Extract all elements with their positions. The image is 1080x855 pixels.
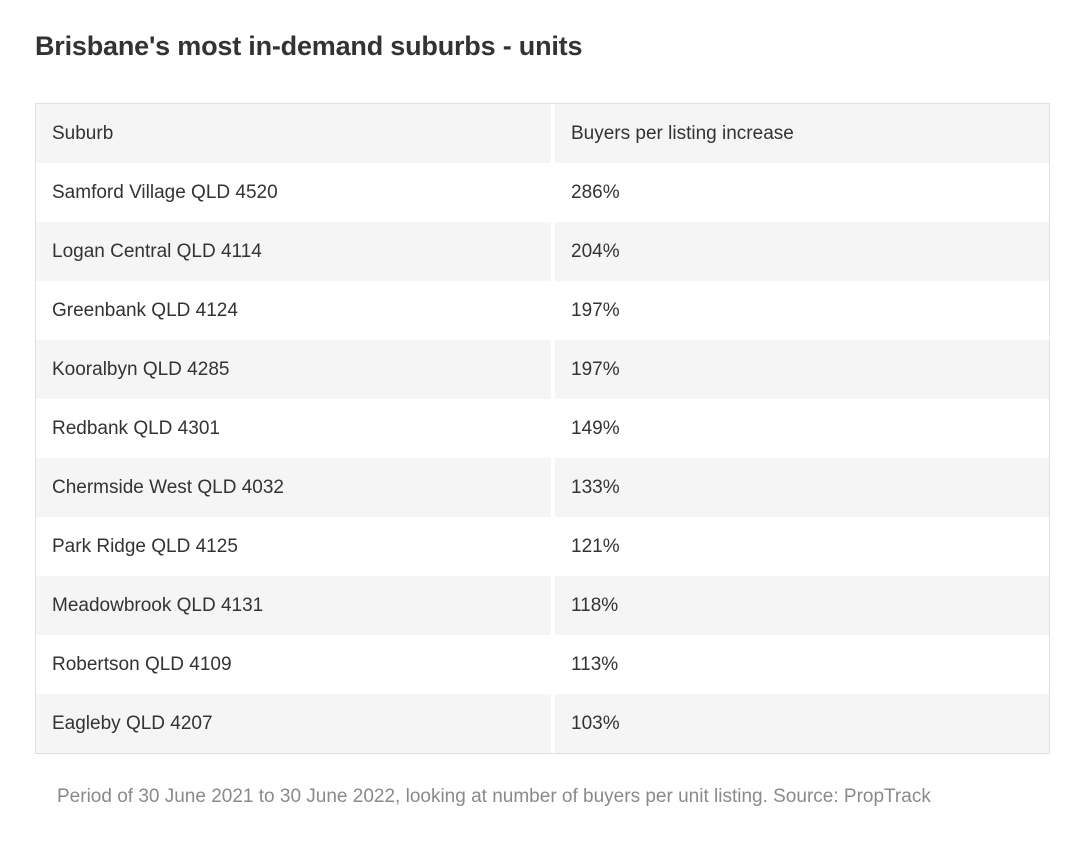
in-demand-suburbs-table: Suburb Buyers per listing increase Samfo… [35, 103, 1050, 754]
column-header-buyers-increase: Buyers per listing increase [571, 122, 794, 144]
buyers-increase-cell: 197% [571, 299, 620, 321]
table-row: Greenbank QLD 4124 197% [36, 281, 1049, 340]
buyers-increase-cell: 204% [571, 240, 620, 262]
table-row: Kooralbyn QLD 4285 197% [36, 340, 1049, 399]
suburb-cell: Robertson QLD 4109 [36, 635, 555, 694]
buyers-increase-cell: 103% [571, 712, 620, 734]
suburb-cell: Samford Village QLD 4520 [36, 163, 555, 222]
table-row: Logan Central QLD 4114 204% [36, 222, 1049, 281]
buyers-increase-cell: 118% [571, 594, 619, 616]
buyers-increase-cell: 133% [571, 476, 620, 498]
buyers-increase-cell: 121% [571, 535, 620, 557]
table-row: Samford Village QLD 4520 286% [36, 163, 1049, 222]
buyers-increase-cell: 113% [571, 653, 619, 675]
buyers-increase-cell: 149% [571, 417, 620, 439]
table-row: Eagleby QLD 4207 103% [36, 694, 1049, 753]
suburb-cell: Redbank QLD 4301 [36, 399, 555, 458]
table-body: Samford Village QLD 4520 286% Logan Centra… [36, 163, 1049, 753]
table-header-row: Suburb Buyers per listing increase [36, 104, 1049, 163]
table-row: Redbank QLD 4301 149% [36, 399, 1049, 458]
column-header-suburb: Suburb [36, 104, 555, 163]
table-row: Park Ridge QLD 4125 121% [36, 517, 1049, 576]
suburb-cell: Meadowbrook QLD 4131 [36, 576, 555, 635]
suburb-cell: Park Ridge QLD 4125 [36, 517, 555, 576]
suburb-cell: Logan Central QLD 4114 [36, 222, 555, 281]
suburb-cell: Chermside West QLD 4032 [36, 458, 555, 517]
suburb-cell: Kooralbyn QLD 4285 [36, 340, 555, 399]
table-row: Robertson QLD 4109 113% [36, 635, 1049, 694]
suburb-cell: Eagleby QLD 4207 [36, 694, 555, 753]
table-row: Chermside West QLD 4032 133% [36, 458, 1049, 517]
page-title: Brisbane's most in-demand suburbs - unit… [35, 31, 583, 61]
table-header: Suburb Buyers per listing increase [36, 104, 1049, 163]
table-row: Meadowbrook QLD 4131 118% [36, 576, 1049, 635]
article-table-section: Brisbane's most in-demand suburbs - unit… [35, 31, 1050, 807]
buyers-increase-cell: 286% [571, 181, 620, 203]
suburb-cell: Greenbank QLD 4124 [36, 281, 555, 340]
buyers-increase-cell: 197% [571, 358, 620, 380]
table-source-caption: Period of 30 June 2021 to 30 June 2022, … [57, 786, 931, 807]
